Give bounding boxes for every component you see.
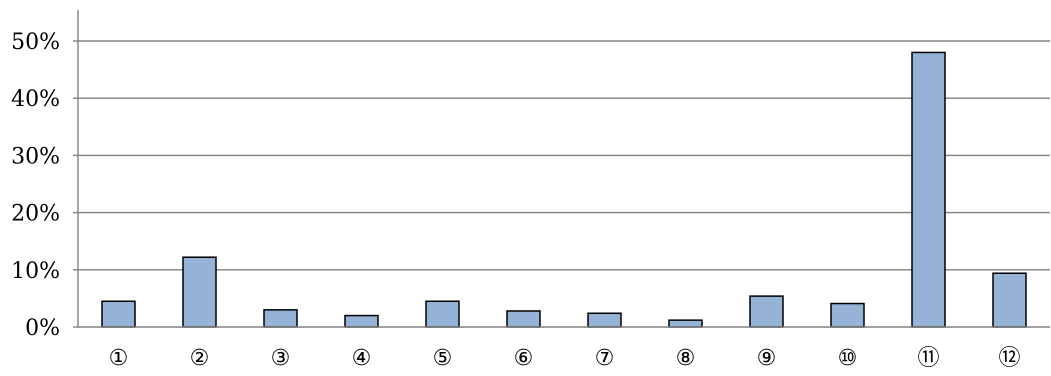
x-category-label: ② <box>190 346 210 371</box>
x-category-label: ⑧ <box>676 346 696 371</box>
bar <box>263 309 298 328</box>
bar <box>992 272 1027 328</box>
x-category-label: ① <box>109 346 129 371</box>
x-category-label: ④ <box>352 346 372 371</box>
bar <box>587 312 622 328</box>
y-tick-label: 40% <box>11 87 60 112</box>
x-category-label: ⑫ <box>998 346 1020 371</box>
bar <box>668 319 703 328</box>
y-tick-label: 10% <box>11 259 60 284</box>
y-tick-label: 30% <box>11 144 60 169</box>
x-category-label: ⑨ <box>757 346 777 371</box>
x-category-label: ⑪ <box>917 346 939 371</box>
bar <box>344 314 379 328</box>
bar <box>182 256 217 328</box>
x-category-label: ⑥ <box>514 346 534 371</box>
bar <box>425 300 460 328</box>
bar <box>749 295 784 328</box>
bar <box>911 51 946 328</box>
y-tick-label: 0% <box>25 316 60 341</box>
bar <box>101 300 136 328</box>
x-category-label: ③ <box>271 346 291 371</box>
bars <box>101 51 1027 328</box>
y-tick-label: 20% <box>11 202 60 227</box>
x-category-label: ⑤ <box>433 346 453 371</box>
labels: 0% 10% 20% 30% 40% 50% ① ② ③ ④ ⑤ ⑥ ⑦ ⑧ ⑨ ⑩ ⑪ ⑫ <box>11 30 1020 371</box>
gridlines <box>78 40 1050 271</box>
axes <box>73 10 1050 328</box>
y-tick-label: 50% <box>11 30 60 55</box>
x-category-label: ⑦ <box>595 346 615 371</box>
bar <box>830 302 865 328</box>
x-category-label: ⑩ <box>838 346 858 371</box>
bar <box>506 310 541 328</box>
